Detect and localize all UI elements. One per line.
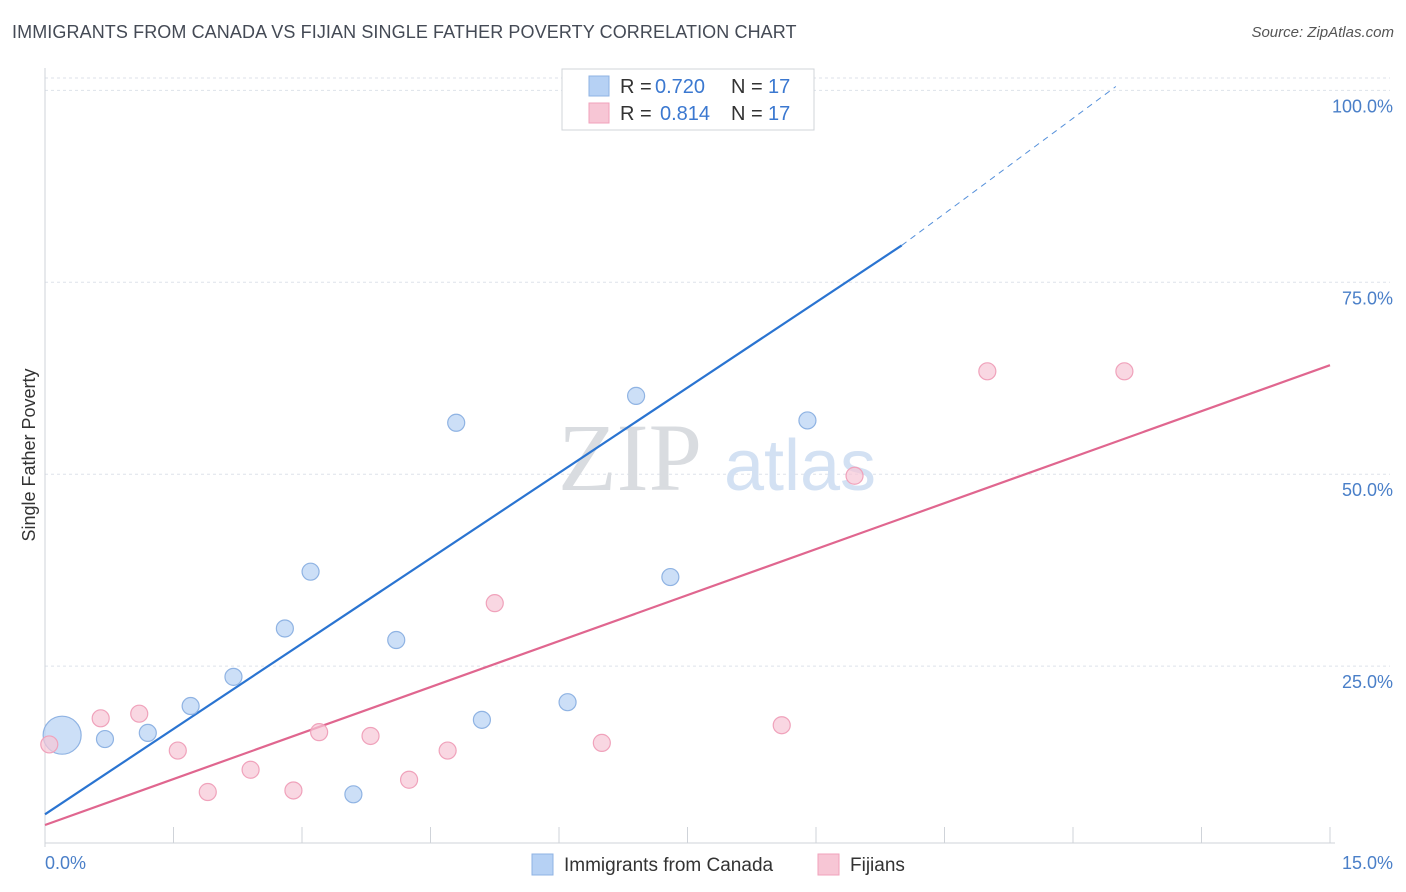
fijians-point-1 — [91, 709, 110, 728]
legend-swatch-blue — [588, 75, 610, 97]
canada-point-12 — [626, 386, 646, 405]
fijians-point-9 — [399, 770, 419, 789]
canada-point-2 — [138, 723, 157, 742]
canada-point-11 — [558, 693, 577, 712]
fijians-point-6 — [284, 781, 303, 800]
x-tick-label-1: 15.0% — [1342, 853, 1393, 873]
watermark: ZIP atlas — [558, 404, 876, 511]
canada-point-3 — [181, 696, 200, 716]
fijians-point-15 — [978, 362, 997, 381]
bottom-legend-swatch-blue — [531, 853, 554, 876]
fijians-point-5 — [241, 760, 260, 779]
legend-swatch-pink — [588, 102, 610, 124]
fijians-point-0 — [40, 735, 59, 754]
canada-point-1 — [95, 729, 115, 749]
canada-point-7 — [344, 785, 363, 804]
y-tick-label-1: 50.0% — [1342, 480, 1393, 500]
fijians-point-8 — [361, 726, 380, 746]
canada-point-14 — [798, 411, 817, 430]
legend-r-value-2: 0.814 — [660, 103, 710, 125]
fijians-point-3 — [168, 741, 187, 760]
canada-point-5 — [275, 619, 294, 638]
fijians-point-2 — [130, 704, 149, 723]
fijians-point-14 — [845, 466, 864, 485]
bottom-legend-swatch-pink — [817, 853, 840, 876]
trend-extension-blue — [901, 86, 1117, 246]
bottom-legend-label-fijians: Fijians — [850, 855, 905, 876]
legend-n-value-1: 17 — [768, 76, 790, 98]
y-axis-title: Single Father Poverty — [19, 368, 39, 541]
legend-r-label-2: R = — [620, 103, 652, 125]
fijians-point-4 — [198, 782, 217, 802]
legend-r-value-1: 0.720 — [655, 76, 705, 98]
canada-point-13 — [661, 567, 680, 587]
tick-labels: 25.0% 50.0% 75.0% 100.0% 0.0% 15.0% — [45, 96, 1393, 873]
watermark-atlas: atlas — [724, 426, 876, 506]
y-tick-label-3: 100.0% — [1332, 96, 1393, 116]
canada-point-6 — [301, 562, 320, 581]
canada-point-10 — [472, 710, 491, 729]
data-points — [40, 73, 1134, 804]
y-tick-label-2: 75.0% — [1342, 288, 1393, 308]
watermark-zip: ZIP — [558, 404, 702, 511]
canada-point-4 — [224, 667, 243, 686]
trend-line-pink — [44, 364, 1331, 827]
legend-n-value-2: 17 — [768, 103, 790, 125]
legend-r-label-1: R = — [620, 76, 652, 98]
fijians-point-7 — [310, 723, 329, 742]
y-tick-label-0: 25.0% — [1342, 672, 1393, 692]
grid-layer — [45, 77, 1390, 667]
trend-lines — [44, 86, 1331, 827]
trend-line-blue — [44, 244, 903, 816]
fijians-point-12 — [592, 733, 611, 752]
legend-n-label-2: N = — [731, 103, 763, 125]
series-legend: Immigrants from Canada Fijians — [531, 853, 905, 876]
source-label: Source: ZipAtlas.com — [1251, 24, 1394, 41]
fijians-point-11 — [485, 594, 504, 613]
axis-layer — [44, 68, 1335, 847]
legend-n-label-1: N = — [731, 76, 763, 98]
fijians-point-10 — [438, 741, 457, 760]
chart-title: IMMIGRANTS FROM CANADA VS FIJIAN SINGLE … — [12, 22, 797, 42]
correlation-legend: R = 0.720 N = 17 R = 0.814 N = 17 — [561, 68, 815, 131]
canada-point-8 — [387, 630, 406, 650]
fijians-point-13 — [772, 716, 791, 735]
canada-point-9 — [447, 413, 466, 432]
bottom-legend-label-canada: Immigrants from Canada — [564, 855, 774, 876]
x-tick-label-0: 0.0% — [45, 853, 86, 873]
fijians-point-16 — [1115, 362, 1134, 381]
